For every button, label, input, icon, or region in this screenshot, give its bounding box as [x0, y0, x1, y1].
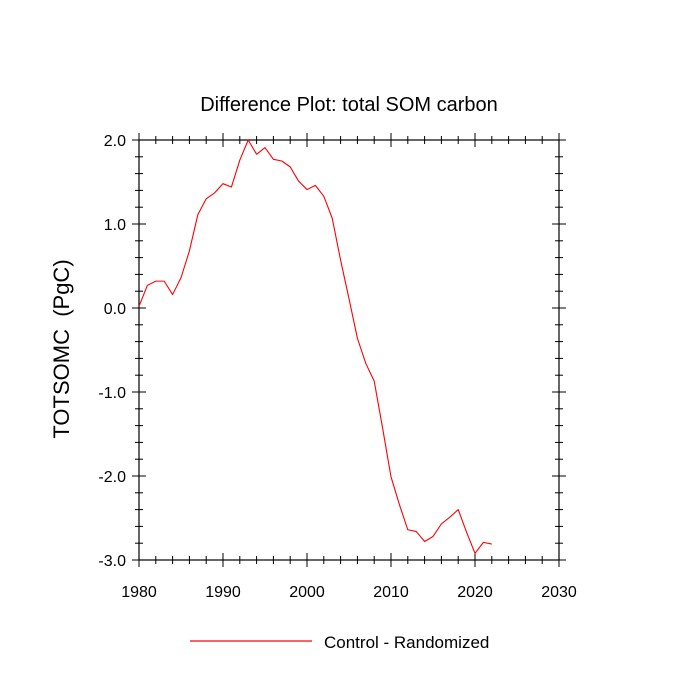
x-tick-labels: 1980 1990 2000 2010 2020 2030 — [121, 584, 577, 601]
series-layer — [138, 139, 492, 554]
y-tick-label: 2.0 — [104, 133, 126, 150]
y-tick-label: -2.0 — [98, 469, 126, 486]
series-line — [138, 139, 492, 554]
plot-frame — [138, 139, 560, 561]
x-tick-label: 2020 — [457, 584, 493, 601]
y-tick-label: -1.0 — [98, 385, 126, 402]
y-tick-label: -3.0 — [98, 553, 126, 570]
legend: Control - Randomized — [190, 633, 489, 652]
x-tick-label: 2010 — [373, 584, 409, 601]
y-tick-label: 0.0 — [104, 301, 126, 318]
x-tick-label: 2030 — [541, 584, 577, 601]
x-tick-label: 2000 — [289, 584, 325, 601]
x-tick-label: 1980 — [121, 584, 157, 601]
x-tick-label: 1990 — [205, 584, 241, 601]
legend-label: Control - Randomized — [324, 633, 489, 652]
axis-ticks — [132, 133, 566, 567]
y-axis-label: TOTSOMC (PgC) — [49, 259, 74, 438]
y-tick-labels: -3.0 -2.0 -1.0 0.0 1.0 2.0 — [98, 133, 126, 570]
y-tick-label: 1.0 — [104, 217, 126, 234]
chart-title: Difference Plot: total SOM carbon — [200, 94, 498, 116]
